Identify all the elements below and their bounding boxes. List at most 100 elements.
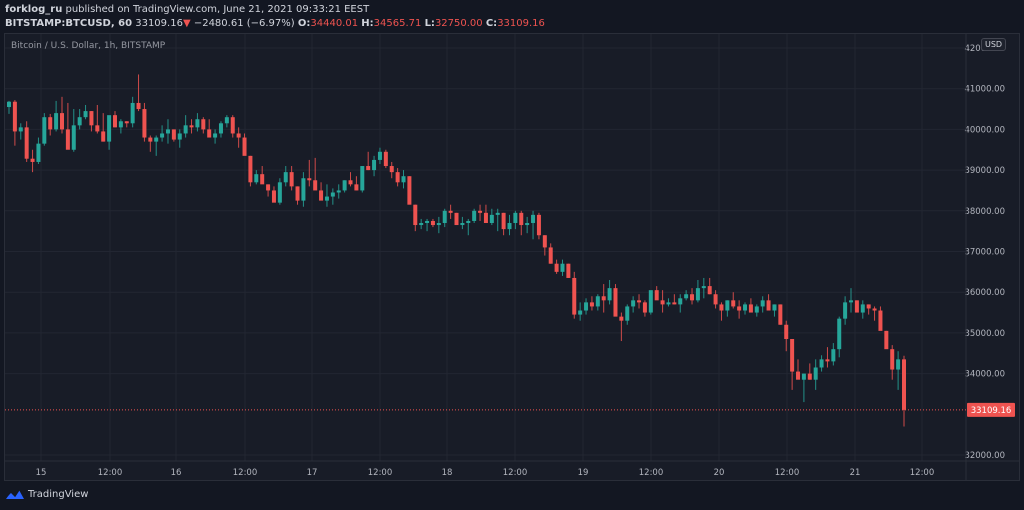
candle <box>542 235 547 256</box>
candle <box>902 355 906 427</box>
candle <box>366 151 371 171</box>
candle <box>118 119 123 134</box>
candle <box>330 188 335 205</box>
x-axis-tick: 12:00 <box>368 468 393 478</box>
candle <box>478 204 483 221</box>
candle <box>501 212 506 236</box>
candle <box>160 125 165 142</box>
candle <box>825 347 830 368</box>
candle <box>784 320 789 352</box>
candle <box>489 208 494 226</box>
x-axis-tick: 12:00 <box>98 468 123 478</box>
candle <box>177 129 182 148</box>
candle <box>295 186 300 205</box>
candle <box>701 277 706 299</box>
candle <box>360 166 365 193</box>
candle <box>748 298 753 313</box>
candle <box>519 210 524 236</box>
author-name[interactable]: forklog_ru <box>5 4 63 15</box>
candle <box>101 113 106 142</box>
candle <box>230 115 235 138</box>
candle <box>819 355 824 372</box>
currency-badge[interactable]: USD <box>981 38 1007 51</box>
candle <box>224 115 229 128</box>
candle <box>631 296 636 313</box>
candle <box>772 304 777 317</box>
candle <box>843 296 848 325</box>
candle <box>277 178 282 205</box>
publish-text: published on TradingView.com, June 21, 2… <box>65 4 370 15</box>
candle <box>442 208 447 228</box>
candle <box>136 74 141 112</box>
candle <box>165 119 170 144</box>
candle <box>878 306 883 331</box>
y-axis-tick: 34000.00 <box>964 370 1005 380</box>
candle <box>554 259 559 274</box>
candle <box>454 212 459 226</box>
candle <box>319 182 324 201</box>
candle <box>849 288 854 313</box>
candle <box>324 184 329 207</box>
candle <box>607 279 612 305</box>
candle <box>678 294 683 313</box>
candle <box>654 286 659 301</box>
x-axis-tick: 19 <box>578 468 589 478</box>
candle <box>154 135 159 156</box>
candle <box>130 96 135 128</box>
candle <box>860 300 865 319</box>
open-value: 34440.01 <box>310 18 359 29</box>
candle <box>354 176 359 191</box>
tradingview-brand[interactable]: TradingView <box>5 488 88 500</box>
candle <box>336 184 341 199</box>
candle <box>890 345 895 380</box>
candle <box>77 109 82 130</box>
candle <box>483 204 488 224</box>
candle <box>372 155 377 177</box>
candle <box>707 277 712 295</box>
candle <box>48 113 53 136</box>
candle <box>313 157 318 191</box>
y-axis-tick: 35000.00 <box>964 329 1005 339</box>
candle <box>601 284 606 313</box>
x-axis-tick: 21 <box>850 468 861 478</box>
high-label: H: <box>361 18 374 29</box>
x-axis-tick: 15 <box>36 468 47 478</box>
x-axis-tick: 12:00 <box>233 468 258 478</box>
publish-info: forklog_ru published on TradingView.com,… <box>5 3 369 16</box>
candle <box>301 172 306 207</box>
y-axis-tick: 32000.00 <box>964 451 1005 461</box>
brand-label: TradingView <box>28 488 89 500</box>
candle <box>589 296 594 311</box>
candle <box>425 218 430 232</box>
candle <box>796 359 801 380</box>
last-price-badge <box>967 402 1015 417</box>
candle <box>171 129 176 142</box>
candle <box>648 290 653 315</box>
candle <box>242 133 247 156</box>
x-axis-tick: 12:00 <box>639 468 664 478</box>
candle <box>790 339 795 390</box>
candle <box>12 100 17 146</box>
candle <box>148 135 153 152</box>
candle <box>430 218 435 228</box>
candle <box>637 294 642 309</box>
chart-panel[interactable] <box>4 33 1020 481</box>
candle <box>560 259 565 276</box>
candle <box>760 296 765 313</box>
candle <box>854 300 859 313</box>
candle <box>89 111 94 132</box>
candle <box>595 294 600 311</box>
candle <box>566 263 571 278</box>
candle <box>507 214 512 236</box>
candle <box>713 290 718 309</box>
candle <box>884 330 889 350</box>
candle <box>460 216 465 230</box>
y-axis-tick: 36000.00 <box>964 288 1005 298</box>
candle <box>289 166 294 191</box>
candle <box>401 170 406 189</box>
candle <box>725 300 730 317</box>
candle <box>395 168 400 187</box>
down-arrow-icon: ▼ <box>182 18 191 29</box>
candle <box>525 216 530 234</box>
